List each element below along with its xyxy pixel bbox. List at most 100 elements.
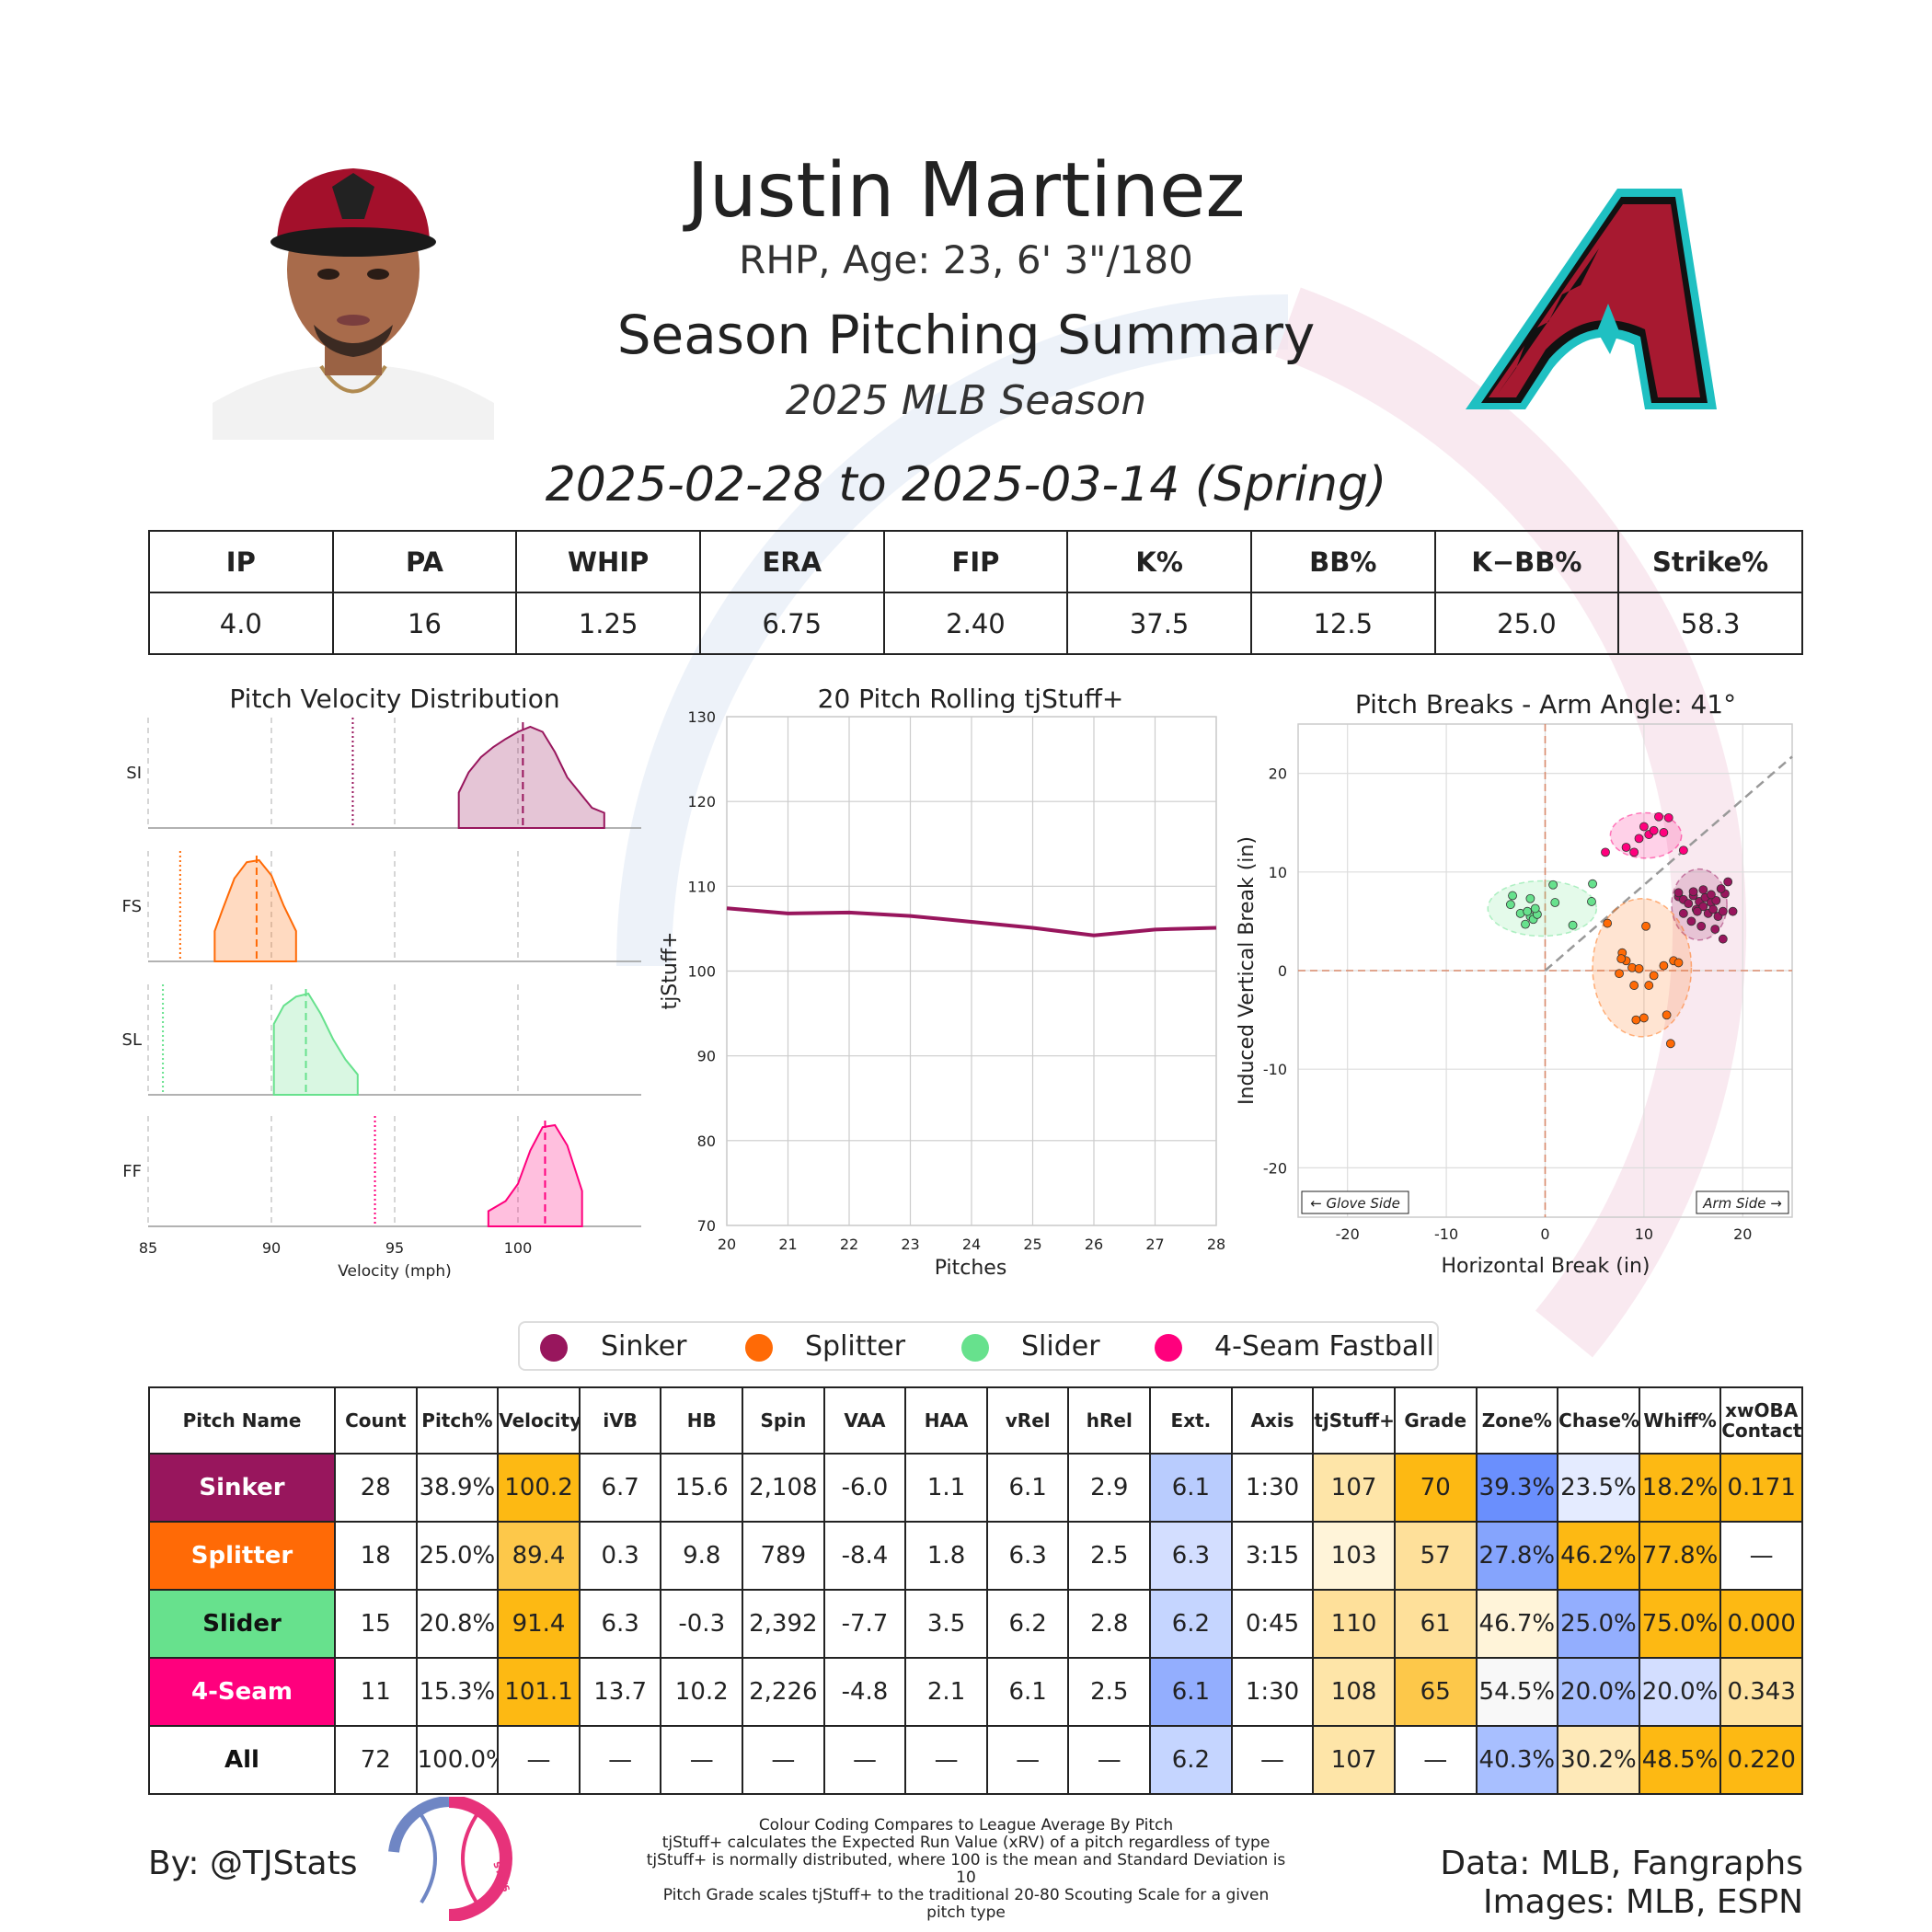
break-point-Slider bbox=[1548, 880, 1558, 890]
break-point-Splitter bbox=[1631, 1015, 1641, 1025]
breaks-x-tick: -20 bbox=[1336, 1225, 1360, 1243]
breaks-x-tick: 0 bbox=[1540, 1225, 1549, 1243]
pitch-table-cell: 20.0% bbox=[1557, 1657, 1640, 1727]
rolling-x-tick: 28 bbox=[1207, 1236, 1225, 1253]
break-point-4-Seam Fastball bbox=[1639, 822, 1649, 832]
rolling-y-tick: 90 bbox=[697, 1048, 716, 1065]
pitch-table-cell: -0.3 bbox=[660, 1589, 744, 1659]
report-subtitle: Season Pitching Summary bbox=[616, 304, 1316, 366]
pitch-table-cell: 2.1 bbox=[904, 1657, 988, 1727]
pitch-table-cell: — bbox=[742, 1725, 825, 1795]
pitch-table-cell: 0:45 bbox=[1230, 1589, 1315, 1659]
stat-header: K−BB% bbox=[1433, 530, 1620, 593]
pitch-table-cell: 38.9% bbox=[415, 1453, 500, 1523]
player-headshot bbox=[213, 164, 494, 440]
break-point-Sinker bbox=[1708, 904, 1718, 914]
pitch-name-cell: All bbox=[148, 1725, 336, 1795]
stat-header: Strike% bbox=[1617, 530, 1803, 593]
pitch-table-cell: 89.4 bbox=[497, 1521, 581, 1591]
rolling-tjstuff-chart: 20 Pitch Rolling tjStuff+ 20 21 22 23 24 25 26 2… bbox=[659, 684, 1225, 1280]
stat-value: 12.5 bbox=[1249, 592, 1436, 655]
breaks-y-tick: 10 bbox=[1269, 864, 1287, 881]
stat-value: 6.75 bbox=[698, 592, 885, 655]
rolling-chart-title: 20 Pitch Rolling tjStuff+ bbox=[818, 684, 1124, 714]
rolling-ylabel: tjStuff+ bbox=[659, 932, 682, 1010]
pitch-table-header: iVB bbox=[578, 1386, 662, 1455]
pitch-table-cell: 18.2% bbox=[1638, 1453, 1722, 1523]
rolling-y-tick: 80 bbox=[697, 1133, 716, 1150]
velocity-tick-label: 85 bbox=[139, 1239, 157, 1257]
footer-note: tjStuff+ calculates the Expected Run Val… bbox=[661, 1834, 1271, 1852]
credits-data: Data: MLB, Fangraphs bbox=[1440, 1845, 1803, 1882]
pitch-table-cell: 6.3 bbox=[578, 1589, 662, 1659]
pitch-table-cell: 1:30 bbox=[1230, 1657, 1315, 1727]
pitch-table-cell: 75.0% bbox=[1638, 1589, 1722, 1659]
break-point-Sinker bbox=[1692, 906, 1702, 916]
break-point-Sinker bbox=[1686, 916, 1696, 926]
break-point-Slider bbox=[1588, 879, 1597, 889]
pitch-table-header: tjStuff+ bbox=[1312, 1386, 1396, 1455]
velocity-density-SL bbox=[272, 992, 359, 1096]
break-point-Sinker bbox=[1711, 895, 1721, 905]
pitch-table-cell: 2,392 bbox=[742, 1589, 825, 1659]
pitch-table-cell: 0.171 bbox=[1719, 1453, 1803, 1523]
break-point-Sinker bbox=[1716, 884, 1726, 893]
pitch-table-cell: 6.1 bbox=[985, 1657, 1070, 1727]
pitch-table-cell: 20.0% bbox=[1638, 1657, 1722, 1727]
pitch-table-row: Slider 15 20.8% 91.4 6.3 -0.3 2,392 -7.7 3.5 6.2 2… bbox=[148, 1589, 1803, 1659]
rolling-x-tick: 24 bbox=[962, 1236, 981, 1253]
pitch-table-cell: 40.3% bbox=[1475, 1725, 1559, 1795]
breaks-x-tick: -10 bbox=[1434, 1225, 1458, 1243]
pitch-table-cell: 25.0% bbox=[1557, 1589, 1640, 1659]
pitch-table-cell: 110 bbox=[1312, 1589, 1396, 1659]
pitch-table-cell: 1:30 bbox=[1230, 1453, 1315, 1523]
stat-value: 25.0 bbox=[1433, 592, 1620, 655]
breaks-y-tick: -20 bbox=[1263, 1159, 1287, 1177]
legend-label-splitter: Splitter bbox=[805, 1330, 906, 1363]
pitch-table-header: vRel bbox=[985, 1386, 1070, 1455]
pitch-table-header: HAA bbox=[904, 1386, 988, 1455]
arm-side-box bbox=[1696, 1190, 1789, 1214]
break-point-Splitter bbox=[1662, 1010, 1672, 1020]
pitch-table-cell: 13.7 bbox=[578, 1657, 662, 1727]
pitch-table-cell: 6.2 bbox=[985, 1589, 1070, 1659]
pitch-table-cell: 108 bbox=[1312, 1657, 1396, 1727]
pitch-metrics-table: Pitch Name Count Pitch% Velocity iVB HB Spin VA… bbox=[148, 1386, 1803, 1795]
pitch-table-header: Grade bbox=[1393, 1386, 1478, 1455]
pitch-table-header: Whiff% bbox=[1638, 1386, 1722, 1455]
pitch-table-cell: 2.5 bbox=[1067, 1657, 1152, 1727]
pitch-table-cell: 15.3% bbox=[415, 1657, 500, 1727]
velocity-distribution-chart: Pitch Velocity Distribution SI FS SL FF 85 90 9… bbox=[122, 684, 641, 1281]
breaks-xlabel: Horizontal Break (in) bbox=[1442, 1255, 1650, 1278]
pitch-table-header: hRel bbox=[1067, 1386, 1152, 1455]
breaks-x-tick: 10 bbox=[1635, 1225, 1653, 1243]
pitch-table-cell: 77.8% bbox=[1638, 1521, 1722, 1591]
pitch-table-row: Splitter 18 25.0% 89.4 0.3 9.8 789 -8.4 1.8 6.3 2.… bbox=[148, 1521, 1803, 1591]
legend-marker-slider bbox=[961, 1334, 989, 1362]
stat-value: 16 bbox=[331, 592, 518, 655]
rolling-y-tick: 120 bbox=[687, 793, 716, 811]
pitch-table-header: VAA bbox=[822, 1386, 907, 1455]
break-point-Slider bbox=[1525, 893, 1535, 903]
break-point-Sinker bbox=[1707, 890, 1716, 900]
pitch-table-cell: 0.343 bbox=[1719, 1657, 1803, 1727]
break-point-Splitter bbox=[1616, 954, 1627, 964]
season-stats-header-row: IP PA WHIP ERA FIP K% BB% K−BB% Strike% bbox=[148, 530, 1803, 593]
pitch-table-cell: 2,108 bbox=[742, 1453, 825, 1523]
pitch-table-cell: 25.0% bbox=[415, 1521, 500, 1591]
stat-header: K% bbox=[1066, 530, 1252, 593]
stat-header: IP bbox=[148, 530, 334, 593]
pitch-table-cell: 101.1 bbox=[497, 1657, 581, 1727]
glove-side-box bbox=[1301, 1190, 1409, 1214]
break-point-Sinker bbox=[1698, 902, 1708, 912]
footer-note: Pitch Grade scales tjStuff+ to the tradi… bbox=[662, 1886, 1270, 1922]
pitch-name-cell: Sinker bbox=[148, 1453, 336, 1523]
pitch-table-cell: 39.3% bbox=[1475, 1453, 1559, 1523]
velocity-row-label: SI bbox=[126, 764, 142, 783]
arm-angle-line bbox=[1544, 755, 1793, 972]
pitch-table-cell: 65 bbox=[1393, 1657, 1478, 1727]
pitch-table-cell: 10.2 bbox=[660, 1657, 744, 1727]
rolling-x-tick: 21 bbox=[778, 1236, 797, 1253]
rolling-y-tick: 100 bbox=[687, 963, 716, 981]
break-point-Sinker bbox=[1723, 877, 1733, 887]
